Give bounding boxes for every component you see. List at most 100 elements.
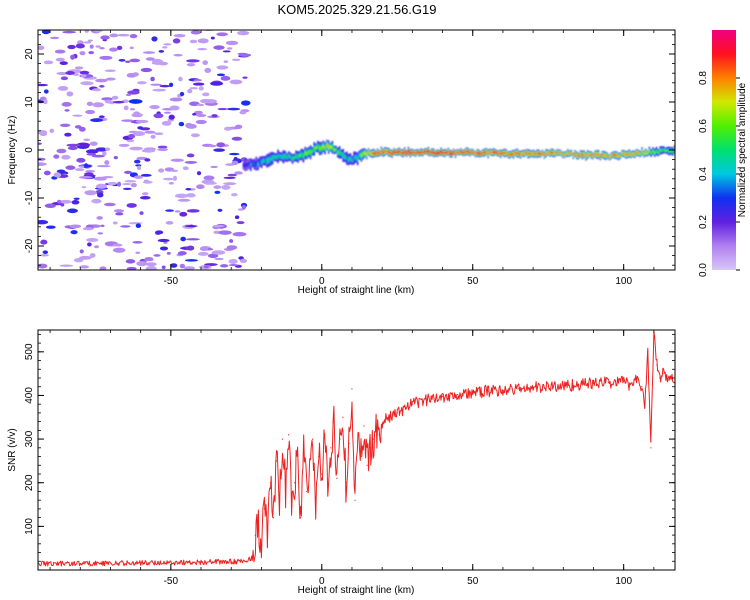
noise-blob <box>61 154 71 160</box>
noise-blob <box>84 172 94 176</box>
ridge-cell <box>349 157 352 161</box>
noise-blob <box>44 203 56 209</box>
noise-blob <box>239 110 247 115</box>
noise-blob <box>154 132 164 135</box>
noise-blob <box>129 58 141 63</box>
noise-blob <box>82 227 95 231</box>
ridge-cell <box>452 151 455 153</box>
ridge-cell <box>447 150 450 153</box>
noise-blob <box>174 210 181 213</box>
noise-blob <box>89 141 98 146</box>
ridge-cell <box>594 153 596 155</box>
noise-blob <box>231 136 243 141</box>
noise-blob <box>74 168 85 172</box>
colorbar-tick-label: 0.6 <box>698 119 709 133</box>
noise-blob <box>182 166 189 171</box>
noise-blob <box>78 165 85 168</box>
noise-blob <box>57 86 69 91</box>
snr-point <box>387 416 389 418</box>
ridge-cell <box>295 154 297 158</box>
noise-blob <box>133 175 143 179</box>
ridge-cell <box>327 145 330 149</box>
noise-blob <box>59 123 71 128</box>
ridge-cell <box>554 153 556 155</box>
ridge-cell <box>568 152 571 155</box>
noise-blob <box>202 60 208 66</box>
snr-point <box>290 503 293 506</box>
noise-blob <box>54 49 66 54</box>
noise-blob <box>74 66 84 70</box>
noise-blob <box>184 225 198 228</box>
ridge-cell <box>398 150 401 153</box>
noise-blob <box>117 181 122 187</box>
noise-blob <box>125 60 131 63</box>
noise-blob <box>136 260 148 267</box>
snr-point <box>592 382 595 384</box>
noise-blob <box>116 33 130 37</box>
noise-blob <box>87 242 92 247</box>
noise-blob <box>113 156 118 160</box>
noise-blob <box>124 170 133 175</box>
noise-blob <box>116 45 123 50</box>
noise-blob <box>216 65 229 70</box>
noise-blob <box>186 123 197 129</box>
snr-point <box>79 562 81 565</box>
noise-blob <box>190 30 201 35</box>
noise-blob <box>234 124 243 129</box>
ridge-cell <box>371 152 373 155</box>
noise-blob <box>109 33 119 38</box>
noise-blob <box>76 157 86 163</box>
ridge-cell <box>255 162 258 166</box>
ridge-cell <box>271 156 274 160</box>
spectrogram-y-tick-label: 20 <box>24 48 35 60</box>
snr-x-axis: -50 0 50 100 <box>49 330 655 587</box>
ridge-cell <box>603 154 605 157</box>
noise-blob <box>83 163 89 168</box>
noise-blob <box>104 147 111 151</box>
ridge-cell <box>523 152 526 155</box>
noise-blob <box>231 193 238 197</box>
noise-blob <box>196 184 205 190</box>
noise-blob <box>122 187 132 190</box>
ridge-cell <box>365 153 368 156</box>
noise-blob <box>197 38 209 44</box>
noise-blob <box>187 88 193 94</box>
noise-blob <box>129 146 143 151</box>
noise-blob <box>102 151 107 157</box>
noise-blob <box>111 95 119 100</box>
noise-blob <box>95 45 101 48</box>
ridge-cell <box>574 152 576 155</box>
ridge-cell <box>610 155 613 157</box>
noise-blob <box>38 142 42 145</box>
ridge-cell <box>548 152 551 155</box>
noise-blob <box>168 114 175 120</box>
ridge-cell <box>431 151 433 153</box>
noise-blob <box>56 169 66 174</box>
noise-blob <box>127 90 140 95</box>
noise-blob <box>56 148 67 154</box>
noise-blob <box>213 185 222 189</box>
ridge-cell <box>456 151 459 153</box>
noise-blob <box>113 209 125 213</box>
noise-blob <box>115 212 124 216</box>
noise-blob <box>219 264 229 268</box>
ridge-cell <box>438 152 441 154</box>
ridge-cell <box>478 152 480 155</box>
noise-blob <box>180 247 186 250</box>
ridge-cell <box>503 151 506 154</box>
noise-blob <box>70 54 75 60</box>
ridge-cell <box>331 145 334 149</box>
ridge-cell <box>400 152 402 154</box>
noise-blob <box>135 251 141 254</box>
noise-blob <box>192 112 197 116</box>
snr-x-tick-label: 50 <box>467 576 479 587</box>
noise-blob <box>207 144 217 148</box>
noise-blob <box>213 45 225 50</box>
snr-point <box>348 442 350 445</box>
ridge-cell <box>404 150 406 153</box>
noise-blob <box>59 61 68 66</box>
ridge-cell <box>485 150 488 153</box>
noise-blob <box>189 39 198 44</box>
noise-blob <box>234 171 243 175</box>
ridge-cell <box>577 155 580 157</box>
